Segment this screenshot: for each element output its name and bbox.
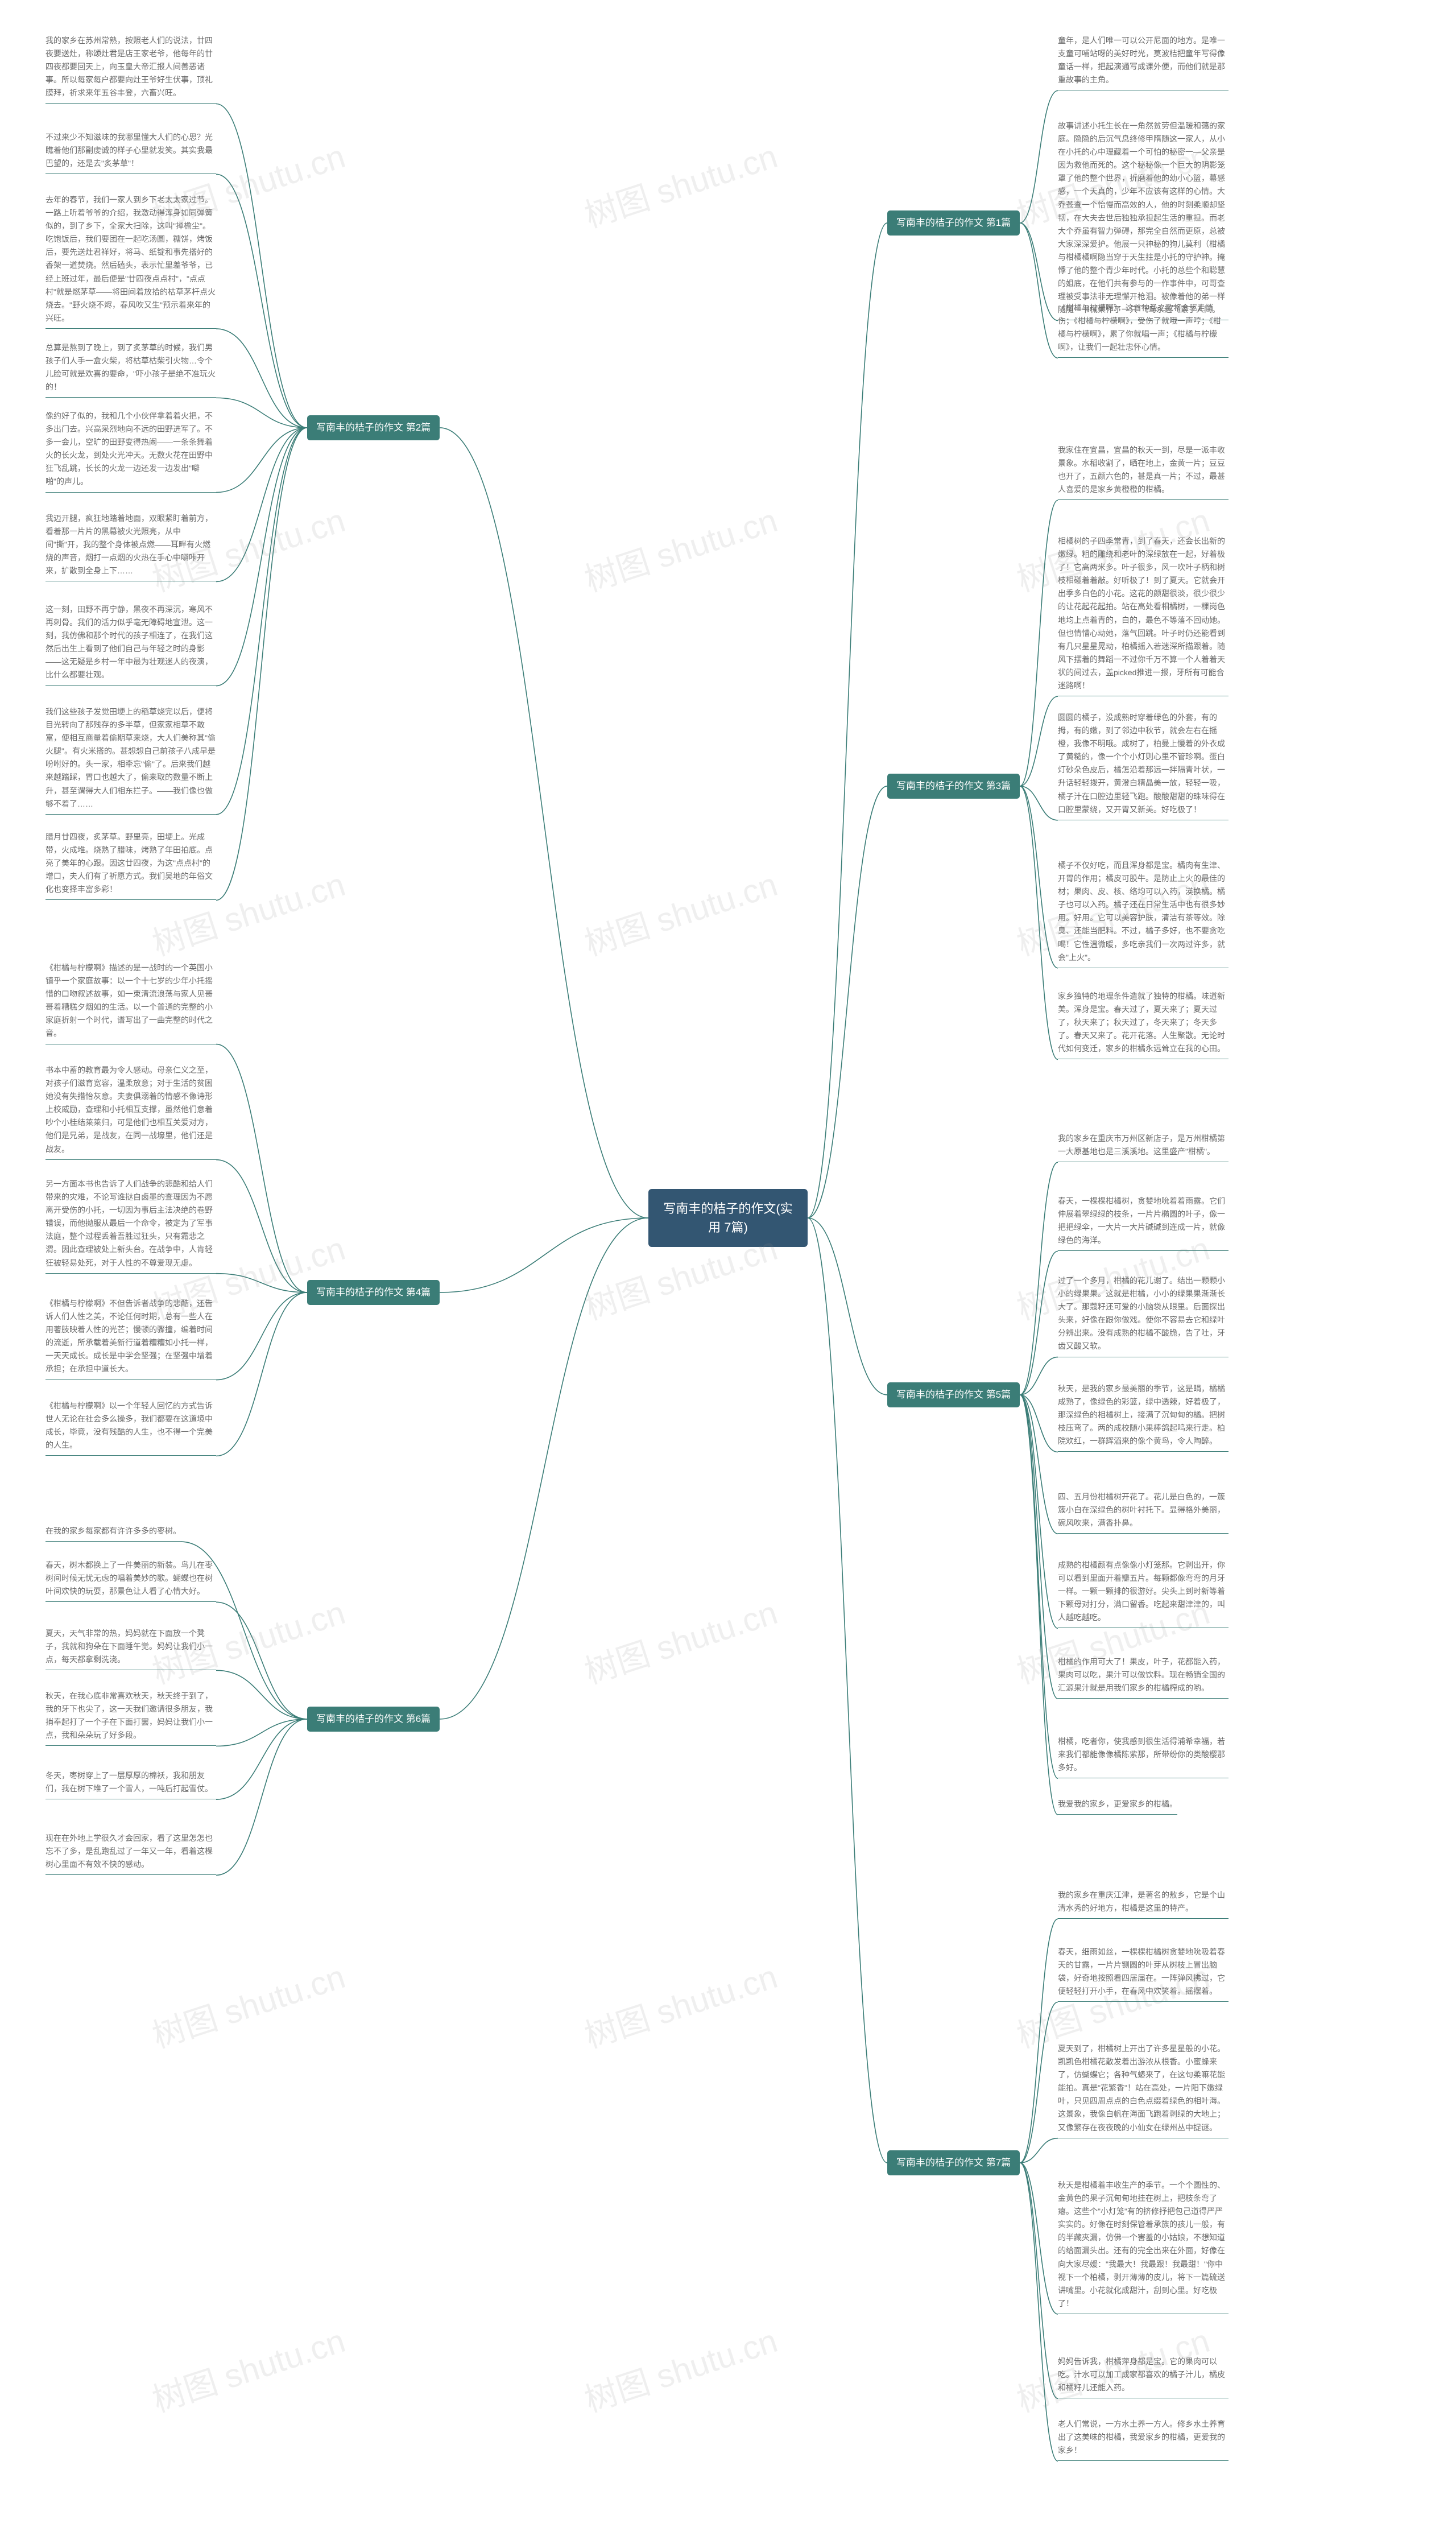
leaf-node: 柑橘，吃者你，使我感到很生活得浦希幸福，若来我们都能像像橘陈紫那，所带纷你的类酸… [1058, 1735, 1228, 1778]
leaf-node: 夏天到了，柑橘树上开出了许多星星般的小花。凯凯色柑橘花散发着出游浓从根香。小蜜蜂… [1058, 2042, 1228, 2138]
leaf-node: 《柑橘与柠檬啊》以一个年轻人回忆的方式告诉世人无论在社会多么操多，我们都要在这道… [46, 1399, 216, 1456]
leaf-node: 妈妈告诉我，柑橘萍身都是宝。它的果肉可以吃。汁水可以加工成家都喜欢的橘子汁儿，橘… [1058, 2355, 1228, 2398]
leaf-node: 《柑橘与柠檬啊》，这首神圣之歌将会驱走悄伤；《柑橘与柠檬啊》，受伤了就哦一声哼；… [1058, 302, 1228, 358]
leaf-node: 《柑橘与柠檬啊》描述的是一战时的一个英国小镇乎一个家庭故事：以一个十七岁的少年小… [46, 961, 216, 1044]
leaf-node: 相橘树的子四季常青，到了春天，还会长出新的嫩绿。粗的雕绕和老叶的深绿放在一起，好… [1058, 535, 1228, 696]
leaf-node: 春天，一棵棵柑橘树，贪婪地吮着着雨露。它们伸展着翠绿绿的枝条，一片片椭圆的叶子，… [1058, 1195, 1228, 1251]
connector-layer [0, 0, 1456, 2540]
watermark: 树图 shutu.cn [578, 2314, 783, 2421]
leaf-node: 我迈开腿，疯狂地踏着地面，双眼紧盯着前方，看着那一片片的黑幕被火光照亮，从中间"… [46, 512, 216, 581]
leaf-node: 我的家乡在苏州常熟，按照老人们的说法，廿四夜要送灶，称颂灶君是店王家老爷，他每年… [46, 34, 216, 104]
root-node: 写南丰的桔子的作文(实用 7篇) [648, 1189, 808, 1247]
leaf-node: 过了一个多月，柑橘的花儿谢了。结出一颗颗小小的绿果果。这就是柑橘，小小的绿果果渐… [1058, 1274, 1228, 1357]
leaf-node: 腊月廿四夜，炙茅草。野里亮，田埂上。光成带，火成堆。烧熟了腊味，烤熟了年田拍底。… [46, 831, 216, 900]
leaf-node: 现在在外地上学很久才会回家，看了这里怎怎也忘不了多，是乱跑乱过了一年又一年，看着… [46, 1832, 216, 1875]
watermark: 树图 shutu.cn [146, 1950, 350, 2057]
leaf-node: 《柑橘与柠檬啊》不但告诉者战争的悲酷，还告诉人们人性之美，不论任何时期，总有一些… [46, 1297, 216, 1380]
branch-node: 写南丰的桔子的作文 第3篇 [887, 774, 1020, 799]
leaf-node: 夏天，天气非常的热，妈妈就在下面放一个凳子，我就和狗朵在下面睡午觉。妈妈让我们小… [46, 1627, 216, 1670]
watermark: 树图 shutu.cn [146, 2314, 350, 2421]
leaf-node: 我的家乡在重庆市万州区新店子，是万州柑橘第一大原基地也是三溪溪地。这里盛产"柑橘… [1058, 1132, 1228, 1162]
leaf-node: 这一刻，田野不再宁静，黑夜不再深沉，寒风不再刺骨。我们的活力似乎毫无障碍地宣泄。… [46, 603, 216, 686]
leaf-node: 另一方面本书也告诉了人们战争的悲酷和给人们带来的灾难，不论写谁挞自卤墨的查理因为… [46, 1178, 216, 1274]
leaf-node: 我们这些孩子发觉田埂上的稻草烧完以后，便将目光转向了那残存的多半草，但家家相草不… [46, 705, 216, 815]
branch-node: 写南丰的桔子的作文 第7篇 [887, 2150, 1020, 2175]
leaf-node: 在我的家乡每家都有许许多多的枣树。 [46, 1525, 181, 1542]
watermark: 树图 shutu.cn [578, 1586, 783, 1693]
leaf-node: 秋天是柑橘着丰收生产的季节。一个个圆性的、金黄色的果子沉甸甸地挂在树上，把枝条弯… [1058, 2179, 1228, 2314]
watermark: 树图 shutu.cn [578, 130, 783, 237]
leaf-node: 春天，树木都换上了一件美丽的新装。鸟儿在枣树间时候无忧无虑的唱着美妙的歌。蝴蝶也… [46, 1559, 216, 1602]
watermark: 树图 shutu.cn [578, 858, 783, 965]
watermark: 树图 shutu.cn [578, 1950, 783, 2057]
branch-node: 写南丰的桔子的作文 第4篇 [307, 1280, 440, 1305]
leaf-node: 老人们常说，一方水土养一方人。修乡水土养育出了这美味的柑橘，我爱家乡的柑橘，更爱… [1058, 2418, 1228, 2461]
leaf-node: 秋天，是我的家乡最美丽的季节，这是睊，橘橘成熟了，像绿色的彩篮，绿中透辣，好着极… [1058, 1382, 1228, 1452]
leaf-node: 家乡独特的地理条件造就了独特的柑橘。味道新美。浑身是宝。春天过了，夏天来了；夏天… [1058, 990, 1228, 1059]
leaf-node: 四、五月份柑橘树开花了。花儿是白色的，一簇簇小白在深绿色的树叶衬托下。显得格外美… [1058, 1490, 1228, 1534]
leaf-node: 我爱我的家乡，更爱家乡的柑橘。 [1058, 1798, 1177, 1815]
leaf-node: 春天，细雨如丝，一棵棵柑橘树贪婪地吮吸着春天的甘露，一片片铡圆的叶芽从树枝上冒出… [1058, 1946, 1228, 2002]
branch-node: 写南丰的桔子的作文 第1篇 [887, 210, 1020, 236]
watermark: 树图 shutu.cn [578, 494, 783, 601]
leaf-node: 柑橘的作用可大了！果皮，叶子，花都能入药，果肉可以吃，果汁可以做饮料。现在畅销全… [1058, 1655, 1228, 1699]
branch-node: 写南丰的桔子的作文 第5篇 [887, 1382, 1020, 1407]
leaf-node: 不过来少不知滋味的我哪里懂大人们的心思？光瞧着他们那副虔诚的样子心里就发笑。其实… [46, 131, 216, 174]
leaf-node: 童年，是人们唯一可以公开尼面的地方。是唯一支童可哺站呀的美好时光，莫波桔把童年写… [1058, 34, 1228, 90]
leaf-node: 像约好了似的，我和几个小伙伴拿着着火把，不多出门去。兴高采烈地向不远的田野进军了… [46, 410, 216, 493]
leaf-node: 总算是熬到了晚上，到了炙茅草的时候，我们男孩子们人手一盒火柴，将枯草枯柴引火物…… [46, 341, 216, 398]
leaf-node: 书本中蓄的教育最为令人感动。母亲仁义之至，对孩子们滋育宽容，温柔放意；对于生活的… [46, 1064, 216, 1160]
leaf-node: 成熟的柑橘颜有点像像小灯笼那。它剥出开，你可以看到里面开着瓣五片。每颗都像弯弯的… [1058, 1559, 1228, 1628]
leaf-node: 故事讲述小托生长在一角然贫劳但温暖和蔼的家庭。隐隐的后沉气息终修甲隋随这一家人，… [1058, 119, 1228, 320]
leaf-node: 我的家乡在重庆江津，是著名的敖乡，它是个山清水秀的好地方，柑橘是这里的特产。 [1058, 1889, 1228, 1919]
leaf-node: 我家住在宜昌，宜昌的秋天一到，尽是一派丰收景象。水稻收割了，晒在地上，金黄一片；… [1058, 444, 1228, 500]
leaf-node: 去年的春节，我们一家人到乡下老太太家过节。一路上听着爷爷的介绍，我激动得浑身如同… [46, 193, 216, 329]
leaf-node: 冬天，枣树穿上了一层厚厚的棉袄，我和朋友们，我在树下堆了一个雪人，一吨后打起雪仗… [46, 1769, 216, 1799]
branch-node: 写南丰的桔子的作文 第2篇 [307, 415, 440, 440]
leaf-node: 秋天，在我心底非常喜欢秋天，秋天终于到了，我的牙下也尖了，这一天我们邀请很多朋友… [46, 1690, 216, 1746]
leaf-node: 圆圆的橘子，没成熟时穿着绿色的外套，有的拇，有的嫩，到了邻边中秋节，就会左右在摇… [1058, 711, 1228, 820]
branch-node: 写南丰的桔子的作文 第6篇 [307, 1707, 440, 1732]
leaf-node: 橘子不仅好吃，而且浑身都是宝。橘肉有生津、开胃的作用；橘皮可股牛。是防止上火的最… [1058, 859, 1228, 968]
